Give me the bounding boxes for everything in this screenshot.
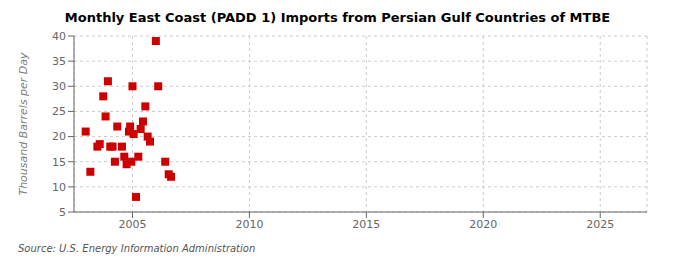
svg-text:30: 30 xyxy=(52,80,66,93)
svg-text:2015: 2015 xyxy=(352,218,380,231)
svg-text:25: 25 xyxy=(52,105,66,118)
html-text:Monthly East Coast (PADD 1) Im: Monthly East Coast (PADD 1) Imports from… xyxy=(64,10,611,25)
svg-text:2010: 2010 xyxy=(235,218,263,231)
svg-text:15: 15 xyxy=(52,156,66,169)
html-text:Source: U.S. Energy Informatio: Source: U.S. Energy Information Administ… xyxy=(18,243,256,254)
svg-text:5: 5 xyxy=(59,206,66,219)
svg-text:20: 20 xyxy=(52,130,66,143)
svg-text:2005: 2005 xyxy=(118,218,146,231)
svg-text:40: 40 xyxy=(52,30,66,43)
svg-text:2025: 2025 xyxy=(586,218,614,231)
svg-text:2020: 2020 xyxy=(469,218,497,231)
svg-text:35: 35 xyxy=(52,55,66,68)
svg-text:10: 10 xyxy=(52,181,66,194)
svg-text:Thousand Barrels per Day: Thousand Barrels per Day xyxy=(17,52,30,196)
